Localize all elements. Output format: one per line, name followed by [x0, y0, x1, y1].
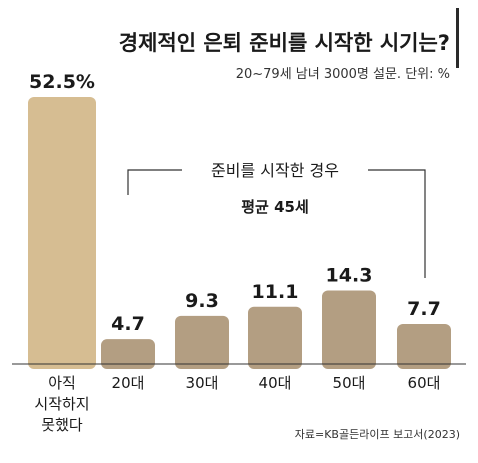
bars-group	[28, 97, 451, 369]
bracket-label: 준비를 시작한 경우	[211, 161, 339, 180]
bracket-sublabel: 평균 45세	[241, 198, 309, 216]
value-label-5: 7.7	[407, 298, 441, 320]
bar-0	[28, 97, 96, 369]
category-label-2: 30대	[186, 374, 219, 392]
chart-subtitle: 20~79세 남녀 3000명 설문. 단위: %	[236, 67, 450, 82]
chart-title: 경제적인 은퇴 준비를 시작한 시기는?	[119, 31, 450, 55]
value-label-3: 11.1	[252, 281, 299, 303]
category-labels-group: 아직 시작하지 못했다 20대 30대 40대 50대 60대	[34, 374, 440, 434]
category-label-1: 20대	[112, 374, 145, 392]
bar-4	[322, 290, 376, 369]
value-label-4: 14.3	[326, 265, 373, 287]
value-label-1: 4.7	[111, 313, 145, 335]
category-label-5: 60대	[408, 374, 441, 392]
title-accent-bar	[456, 8, 459, 68]
category-label-4: 50대	[333, 374, 366, 392]
value-label-0: 52.5%	[29, 71, 95, 93]
value-label-2: 9.3	[185, 290, 219, 312]
source-note: 자료=KB골든라이프 보고서(2023)	[295, 428, 460, 441]
group-bracket	[127, 169, 426, 278]
bar-3	[248, 306, 302, 369]
value-labels-group: 52.5% 4.7 9.3 11.1 14.3 7.7	[29, 71, 441, 335]
bar-2	[175, 315, 229, 369]
category-label-0: 아직 시작하지 못했다	[34, 374, 89, 434]
category-label-3: 40대	[259, 374, 292, 392]
bar-5	[397, 323, 451, 369]
bar-1	[101, 339, 155, 369]
